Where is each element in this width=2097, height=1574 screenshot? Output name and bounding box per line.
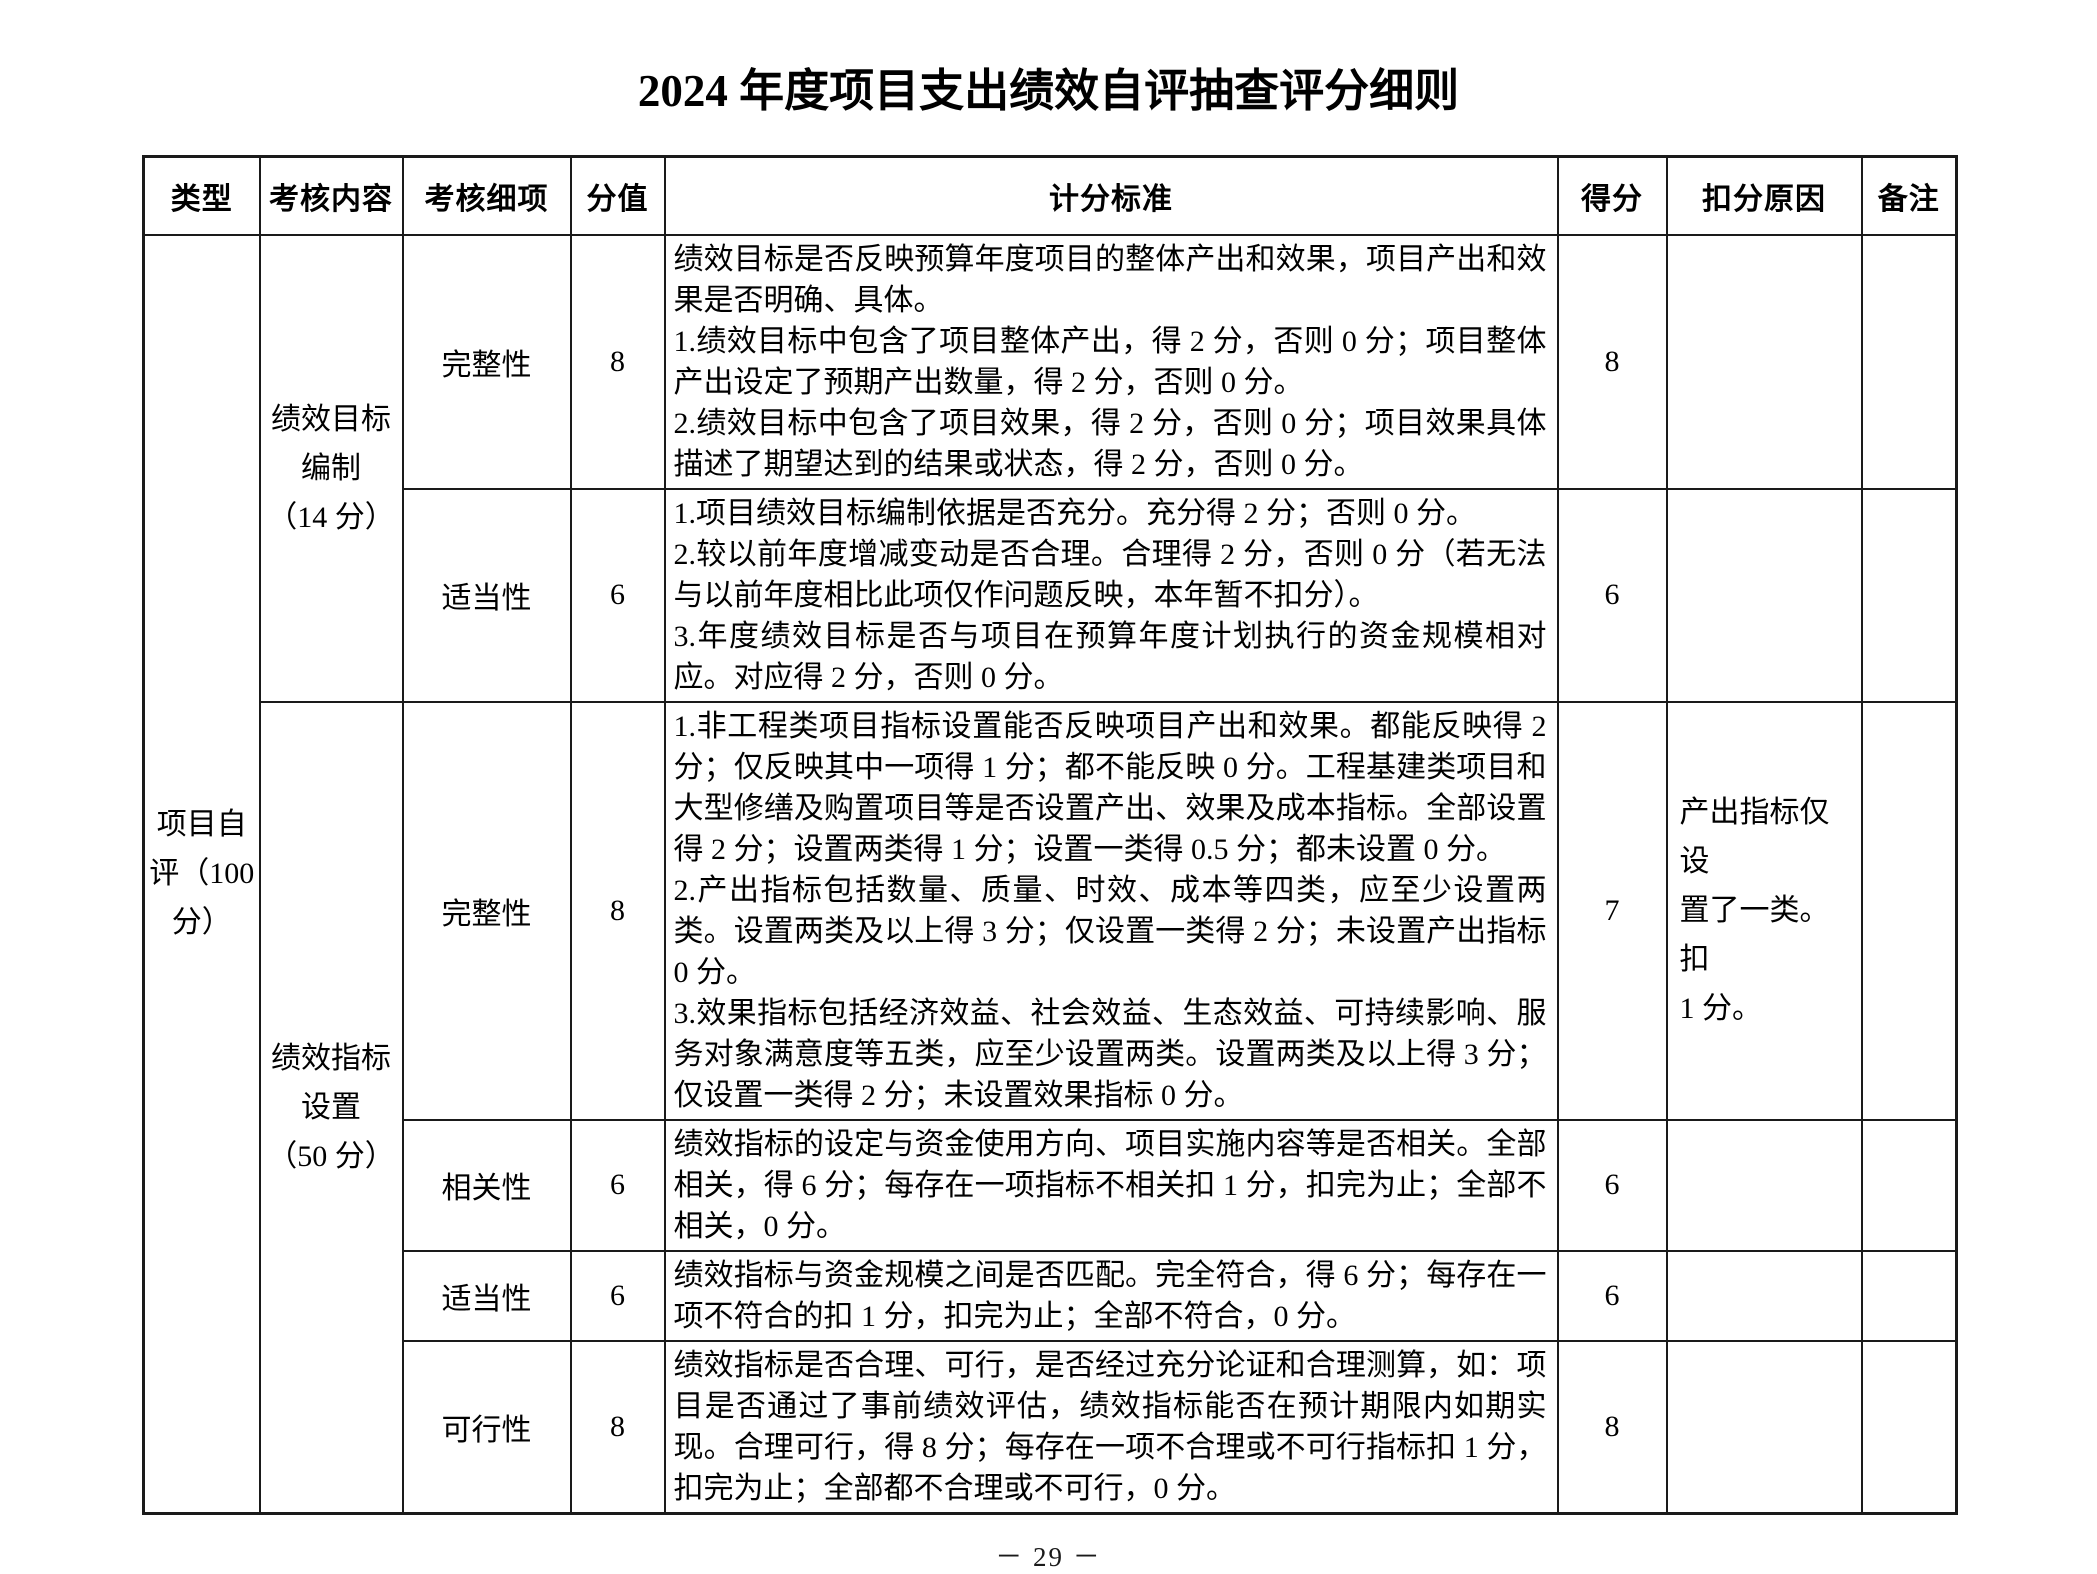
table-row: 可行性 8 绩效指标是否合理、可行，是否经过充分论证和合理测算，如：项目是否通过… — [144, 1339, 1958, 1514]
score-value-cell: 8 — [569, 1339, 666, 1514]
table-row: 绩效指标 设置 （50 分） 完整性 8 1.非工程类项目指标设置能否反映项目产… — [144, 700, 1958, 1514]
item-cell: 相关性 — [401, 1118, 572, 1252]
score-cell: 6 — [1556, 487, 1668, 703]
score-cell: 6 — [1556, 1118, 1668, 1252]
col-header-item: 考核细项 — [401, 155, 572, 236]
col-header-score: 得分 — [1556, 155, 1668, 236]
page-title: 2024 年度项目支出绩效自评抽查评分细则 — [637, 66, 1460, 116]
col-header-deduction: 扣分原因 — [1665, 155, 1863, 236]
score-value-cell: 6 — [569, 487, 666, 703]
score-cell: 8 — [1556, 1339, 1668, 1514]
criteria-cell: 绩效目标是否反映预算年度项目的整体产出和效果，项目产出和效果是否明确、具体。 1… — [663, 233, 1559, 490]
table-row: 项目自 评（100 分） 绩效目标 编制 （14 分） 完整性 8 绩效目标是否… — [142, 233, 1958, 1514]
score-value-cell: 8 — [569, 233, 666, 490]
score-cell: 6 — [1556, 1249, 1668, 1342]
table-row: 适当性 6 1.项目绩效目标编制依据是否充分。充分得 2 分；否则 0 分。 2… — [144, 487, 1958, 703]
remark-cell — [1860, 700, 1958, 1121]
col-header-value: 分值 — [569, 155, 666, 236]
remark-cell — [1860, 233, 1958, 490]
score-value-cell: 6 — [569, 1249, 666, 1342]
item-cell: 可行性 — [401, 1339, 572, 1514]
header-row: 类型 考核内容 考核细项 分值 计分标准 得分 扣分原因 备注 — [142, 155, 1958, 236]
criteria-cell: 1.非工程类项目指标设置能否反映项目产出和效果。都能反映得 2 分；仅反映其中一… — [663, 700, 1559, 1121]
score-value-cell: 8 — [569, 700, 666, 1121]
table-row: 相关性 6 绩效指标的设定与资金使用方向、项目实施内容等是否相关。全部相关，得 … — [144, 1118, 1958, 1252]
score-cell: 7 — [1556, 700, 1668, 1121]
deduction-cell — [1665, 1118, 1863, 1252]
page-number: － 29 － — [995, 1541, 1102, 1572]
deduction-cell — [1665, 1249, 1863, 1342]
col-header-type: 类型 — [142, 155, 261, 236]
item-cell: 适当性 — [401, 487, 572, 703]
document-page: 2024 年度项目支出绩效自评抽查评分细则 类型 考核内容 考核细项 分值 计分… — [142, 66, 1958, 1572]
item-cell: 适当性 — [401, 1249, 572, 1342]
item-cell: 完整性 — [401, 233, 572, 490]
scoring-table: 类型 考核内容 考核细项 分值 计分标准 得分 扣分原因 备注 项目自 评（10… — [142, 155, 1958, 1515]
score-cell: 8 — [1556, 233, 1668, 490]
col-header-content: 考核内容 — [258, 155, 404, 236]
criteria-cell: 1.项目绩效目标编制依据是否充分。充分得 2 分；否则 0 分。 2.较以前年度… — [663, 487, 1559, 703]
content-group-cell: 绩效指标 设置 （50 分） — [258, 700, 404, 1514]
remark-cell — [1860, 1249, 1958, 1342]
type-group-cell: 项目自 评（100 分） — [142, 233, 261, 1514]
deduction-cell: 产出指标仅设 置了一类。扣 1 分。 — [1665, 700, 1863, 1121]
deduction-cell — [1665, 487, 1863, 703]
col-header-criteria: 计分标准 — [663, 155, 1559, 236]
item-cell: 完整性 — [401, 700, 572, 1121]
remark-cell — [1860, 487, 1958, 703]
deduction-cell — [1665, 233, 1863, 490]
score-value-cell: 6 — [569, 1118, 666, 1252]
remark-cell — [1860, 1118, 1958, 1252]
content-group-cell: 绩效目标 编制 （14 分） — [258, 233, 404, 703]
remark-cell — [1860, 1339, 1958, 1514]
table-row: 适当性 6 绩效指标与资金规模之间是否匹配。完全符合，得 6 分；每存在一项不符… — [144, 1249, 1958, 1342]
criteria-cell: 绩效指标的设定与资金使用方向、项目实施内容等是否相关。全部相关，得 6 分；每存… — [663, 1118, 1559, 1252]
col-header-remark: 备注 — [1860, 155, 1958, 236]
criteria-cell: 绩效指标是否合理、可行，是否经过充分论证和合理测算，如：项目是否通过了事前绩效评… — [663, 1339, 1559, 1514]
deduction-cell — [1665, 1339, 1863, 1514]
criteria-cell: 绩效指标与资金规模之间是否匹配。完全符合，得 6 分；每存在一项不符合的扣 1 … — [663, 1249, 1559, 1342]
